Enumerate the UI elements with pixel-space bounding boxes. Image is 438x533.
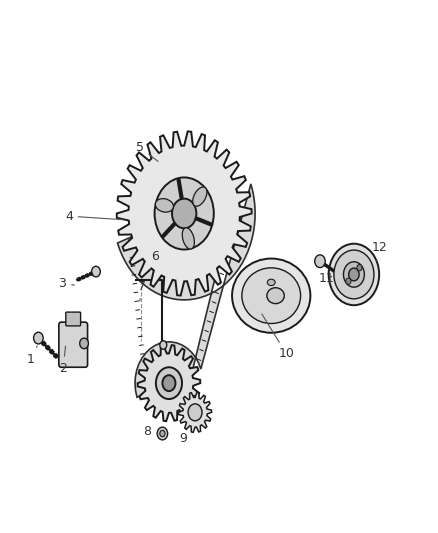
Circle shape — [80, 338, 88, 349]
Circle shape — [328, 244, 379, 305]
Circle shape — [160, 341, 167, 349]
Circle shape — [172, 199, 196, 228]
Text: 9: 9 — [180, 426, 189, 446]
Text: 1: 1 — [27, 346, 37, 366]
Polygon shape — [179, 392, 212, 432]
FancyBboxPatch shape — [66, 312, 81, 326]
Text: 5: 5 — [136, 141, 158, 161]
Polygon shape — [117, 132, 252, 296]
Circle shape — [357, 264, 362, 271]
Ellipse shape — [232, 259, 311, 333]
Ellipse shape — [267, 279, 275, 286]
Polygon shape — [138, 345, 200, 421]
Ellipse shape — [155, 199, 173, 212]
Circle shape — [160, 430, 165, 437]
Circle shape — [334, 250, 374, 299]
Circle shape — [34, 332, 43, 344]
Ellipse shape — [242, 268, 300, 324]
Circle shape — [92, 266, 100, 277]
FancyBboxPatch shape — [59, 322, 88, 367]
Ellipse shape — [193, 187, 207, 206]
Circle shape — [156, 367, 182, 399]
Text: 2: 2 — [59, 346, 67, 375]
Text: 4: 4 — [65, 209, 123, 223]
Text: 3: 3 — [58, 277, 74, 290]
Circle shape — [315, 255, 325, 268]
Text: 7: 7 — [138, 280, 145, 301]
Ellipse shape — [267, 288, 284, 304]
Text: 10: 10 — [262, 314, 294, 360]
Circle shape — [162, 375, 176, 391]
Circle shape — [155, 177, 214, 249]
Polygon shape — [117, 184, 255, 397]
Circle shape — [349, 268, 359, 281]
Circle shape — [188, 404, 202, 421]
Text: 8: 8 — [143, 425, 158, 439]
Text: 12: 12 — [371, 241, 387, 260]
Ellipse shape — [182, 228, 194, 249]
Text: 6: 6 — [150, 251, 159, 269]
Circle shape — [343, 262, 364, 287]
Circle shape — [346, 278, 351, 285]
Text: 11: 11 — [319, 272, 335, 285]
Circle shape — [157, 427, 168, 440]
